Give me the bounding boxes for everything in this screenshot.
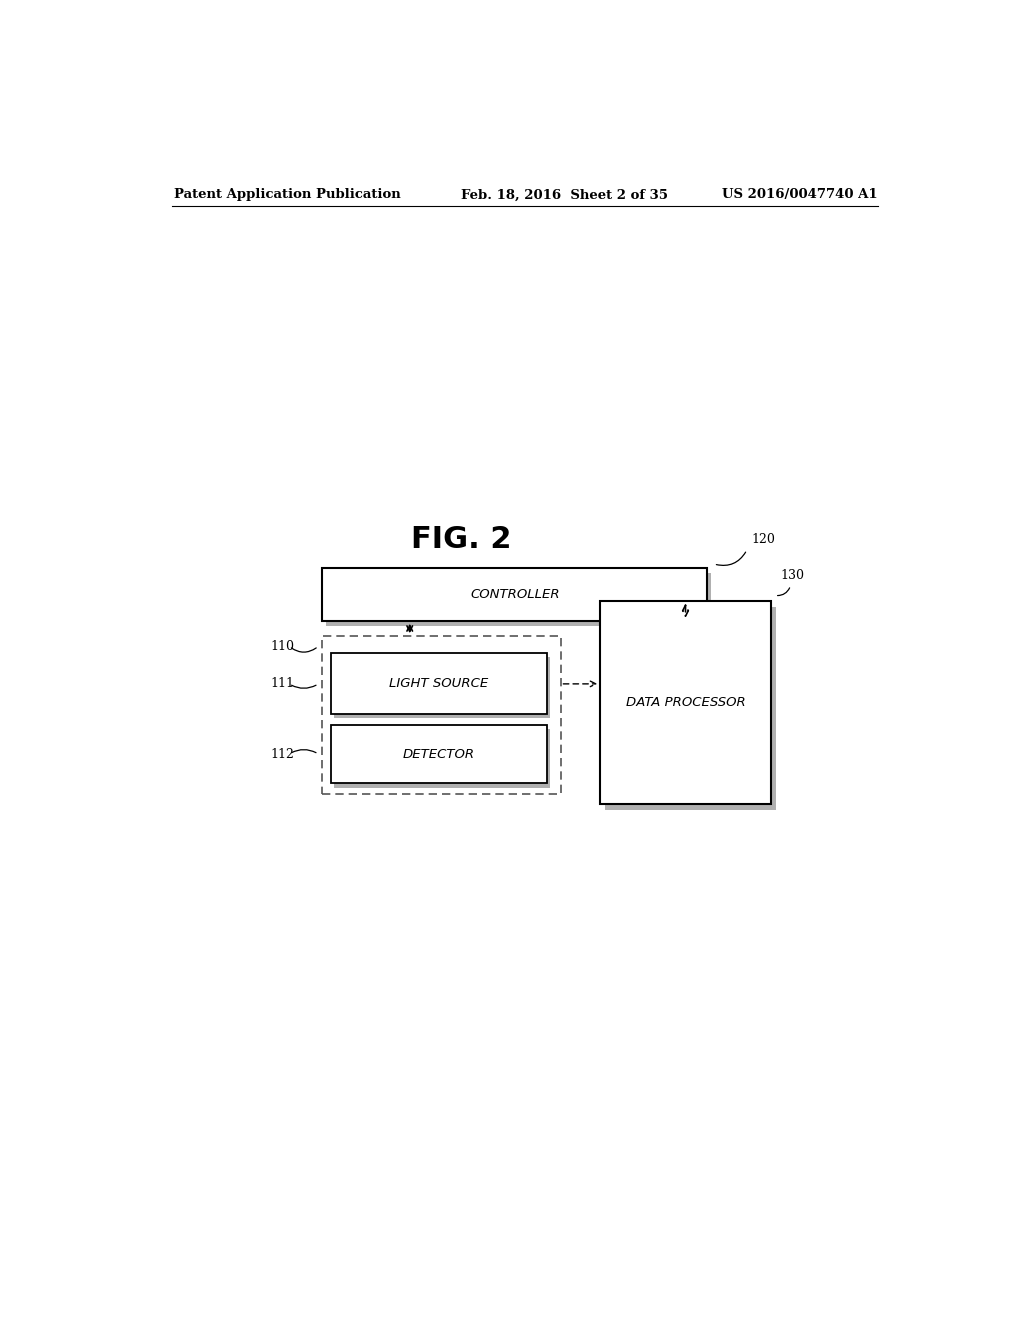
Text: CONTROLLER: CONTROLLER <box>470 587 560 601</box>
Text: Patent Application Publication: Patent Application Publication <box>174 189 400 202</box>
Text: 130: 130 <box>780 569 804 582</box>
Text: DATA PROCESSOR: DATA PROCESSOR <box>626 696 745 709</box>
Bar <box>327 573 712 626</box>
Text: 111: 111 <box>270 677 295 690</box>
Bar <box>600 601 771 804</box>
Bar <box>331 653 547 714</box>
Text: US 2016/0047740 A1: US 2016/0047740 A1 <box>722 189 878 202</box>
Text: FIG. 2: FIG. 2 <box>411 525 512 554</box>
Bar <box>323 568 708 620</box>
Bar <box>605 607 775 810</box>
Bar <box>334 657 550 718</box>
Bar <box>323 636 560 793</box>
Text: 120: 120 <box>751 533 775 545</box>
Text: 110: 110 <box>270 640 295 653</box>
Text: 112: 112 <box>270 747 295 760</box>
Text: LIGHT SOURCE: LIGHT SOURCE <box>389 677 488 690</box>
Bar <box>331 725 547 784</box>
Bar <box>334 729 550 788</box>
Text: Feb. 18, 2016  Sheet 2 of 35: Feb. 18, 2016 Sheet 2 of 35 <box>461 189 669 202</box>
Text: DETECTOR: DETECTOR <box>403 747 475 760</box>
